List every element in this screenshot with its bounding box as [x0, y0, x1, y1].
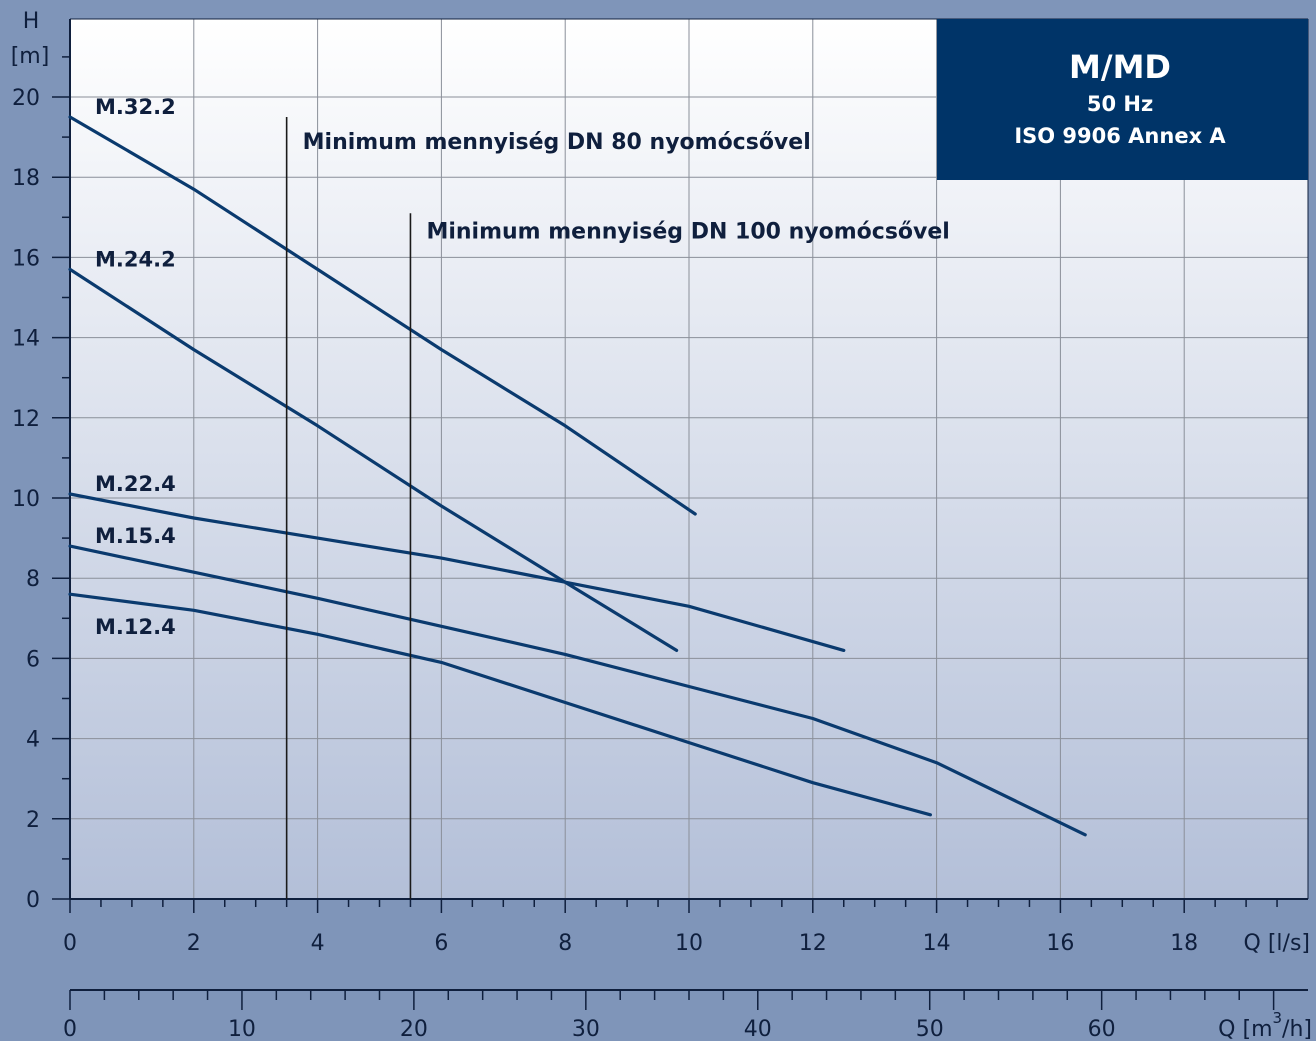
series-line-m-32-2: [68, 115, 697, 516]
x2-tick-label: 10: [228, 1017, 256, 1041]
x2-axis-label: Q [m3/h]: [1218, 1009, 1312, 1041]
title-box-frequency: 50 Hz: [1087, 92, 1153, 116]
series-label-m-15-4: M.15.4: [95, 524, 176, 548]
x-tick-label: 6: [434, 931, 448, 956]
x2-axis-label-prefix: Q [m: [1218, 1017, 1272, 1041]
series-label-m-32-2: M.32.2: [95, 95, 176, 119]
series-label-m-24-2: M.24.2: [95, 247, 176, 271]
x-tick-label: 2: [187, 931, 201, 956]
series-line-m-22-4: [68, 492, 846, 652]
x2-tick-label: 40: [744, 1017, 772, 1041]
min-flow-label: Minimum mennyiség DN 80 nyomócsővel: [303, 130, 811, 155]
y-tick-label: 8: [26, 567, 40, 592]
x2-axis-label-superscript: 3: [1273, 1009, 1283, 1027]
y-tick-label: 12: [12, 407, 40, 432]
x-tick-label: 16: [1046, 931, 1074, 956]
series-line-m-24-2: [68, 267, 679, 652]
x-axis-label: Q [l/s]: [1244, 931, 1310, 956]
y-tick-label: 4: [26, 728, 40, 753]
y-axis-label-symbol: H: [23, 9, 40, 34]
y-axis-label-unit: [m]: [11, 44, 50, 69]
y-tick-label: 18: [12, 166, 40, 191]
x-tick-label: 4: [311, 931, 325, 956]
series-layer: M.32.2 M.24.2 M.22.4 M.15.4 M.12.4: [68, 95, 1087, 837]
x2-tick-label: 0: [63, 1017, 77, 1041]
series-line-m-15-4: [68, 544, 1087, 837]
annotation-layer: Minimum mennyiség DN 80 nyomócsővel Minim…: [285, 117, 950, 899]
axes: 0 2 4 6 8 10 12 14 16 18 20 0 2 4 6 8 10 12 14 16 18 0 10 20 30 4…: [12, 18, 1309, 1041]
x2-tick-label: 20: [400, 1017, 428, 1041]
title-box: M/MD 50 Hz ISO 9906 Annex A: [937, 19, 1308, 180]
x2-axis-label-suffix: /h]: [1282, 1017, 1312, 1041]
title-box-background: [937, 19, 1308, 180]
y-tick-label: 14: [12, 327, 40, 352]
x-tick-label: 18: [1170, 931, 1198, 956]
x2-tick-label: 50: [916, 1017, 944, 1041]
x-tick-label: 0: [63, 931, 77, 956]
y-tick-label: 0: [26, 888, 40, 913]
x2-tick-label: 30: [572, 1017, 600, 1041]
y-tick-label: 10: [12, 487, 40, 512]
title-box-standard: ISO 9906 Annex A: [1014, 124, 1226, 148]
x-tick-label: 12: [799, 931, 827, 956]
x2-tick-label: 60: [1088, 1017, 1116, 1041]
series-label-m-12-4: M.12.4: [95, 615, 176, 639]
series-line-m-12-4: [68, 592, 932, 817]
y-tick-label: 2: [26, 808, 40, 833]
y-tick-label: 6: [26, 647, 40, 672]
title-box-title: M/MD: [1069, 48, 1171, 86]
x-tick-label: 10: [675, 931, 703, 956]
x-tick-label: 14: [923, 931, 951, 956]
series-label-m-22-4: M.22.4: [95, 472, 176, 496]
y-tick-label: 16: [12, 246, 40, 271]
x-tick-label: 8: [558, 931, 572, 956]
y-tick-label: 20: [12, 86, 40, 111]
min-flow-label: Minimum mennyiség DN 100 nyomócsővel: [426, 219, 949, 244]
